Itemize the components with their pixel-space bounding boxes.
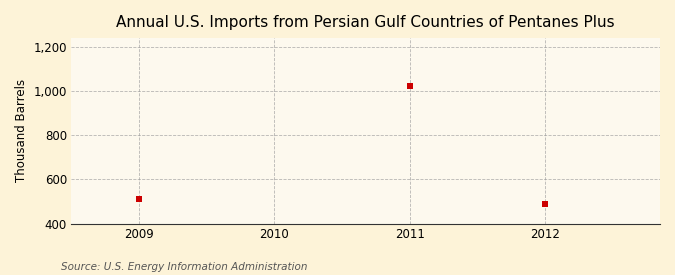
Title: Annual U.S. Imports from Persian Gulf Countries of Pentanes Plus: Annual U.S. Imports from Persian Gulf Co… — [116, 15, 615, 30]
Text: Source: U.S. Energy Information Administration: Source: U.S. Energy Information Administ… — [61, 262, 307, 272]
Y-axis label: Thousand Barrels: Thousand Barrels — [15, 79, 28, 182]
